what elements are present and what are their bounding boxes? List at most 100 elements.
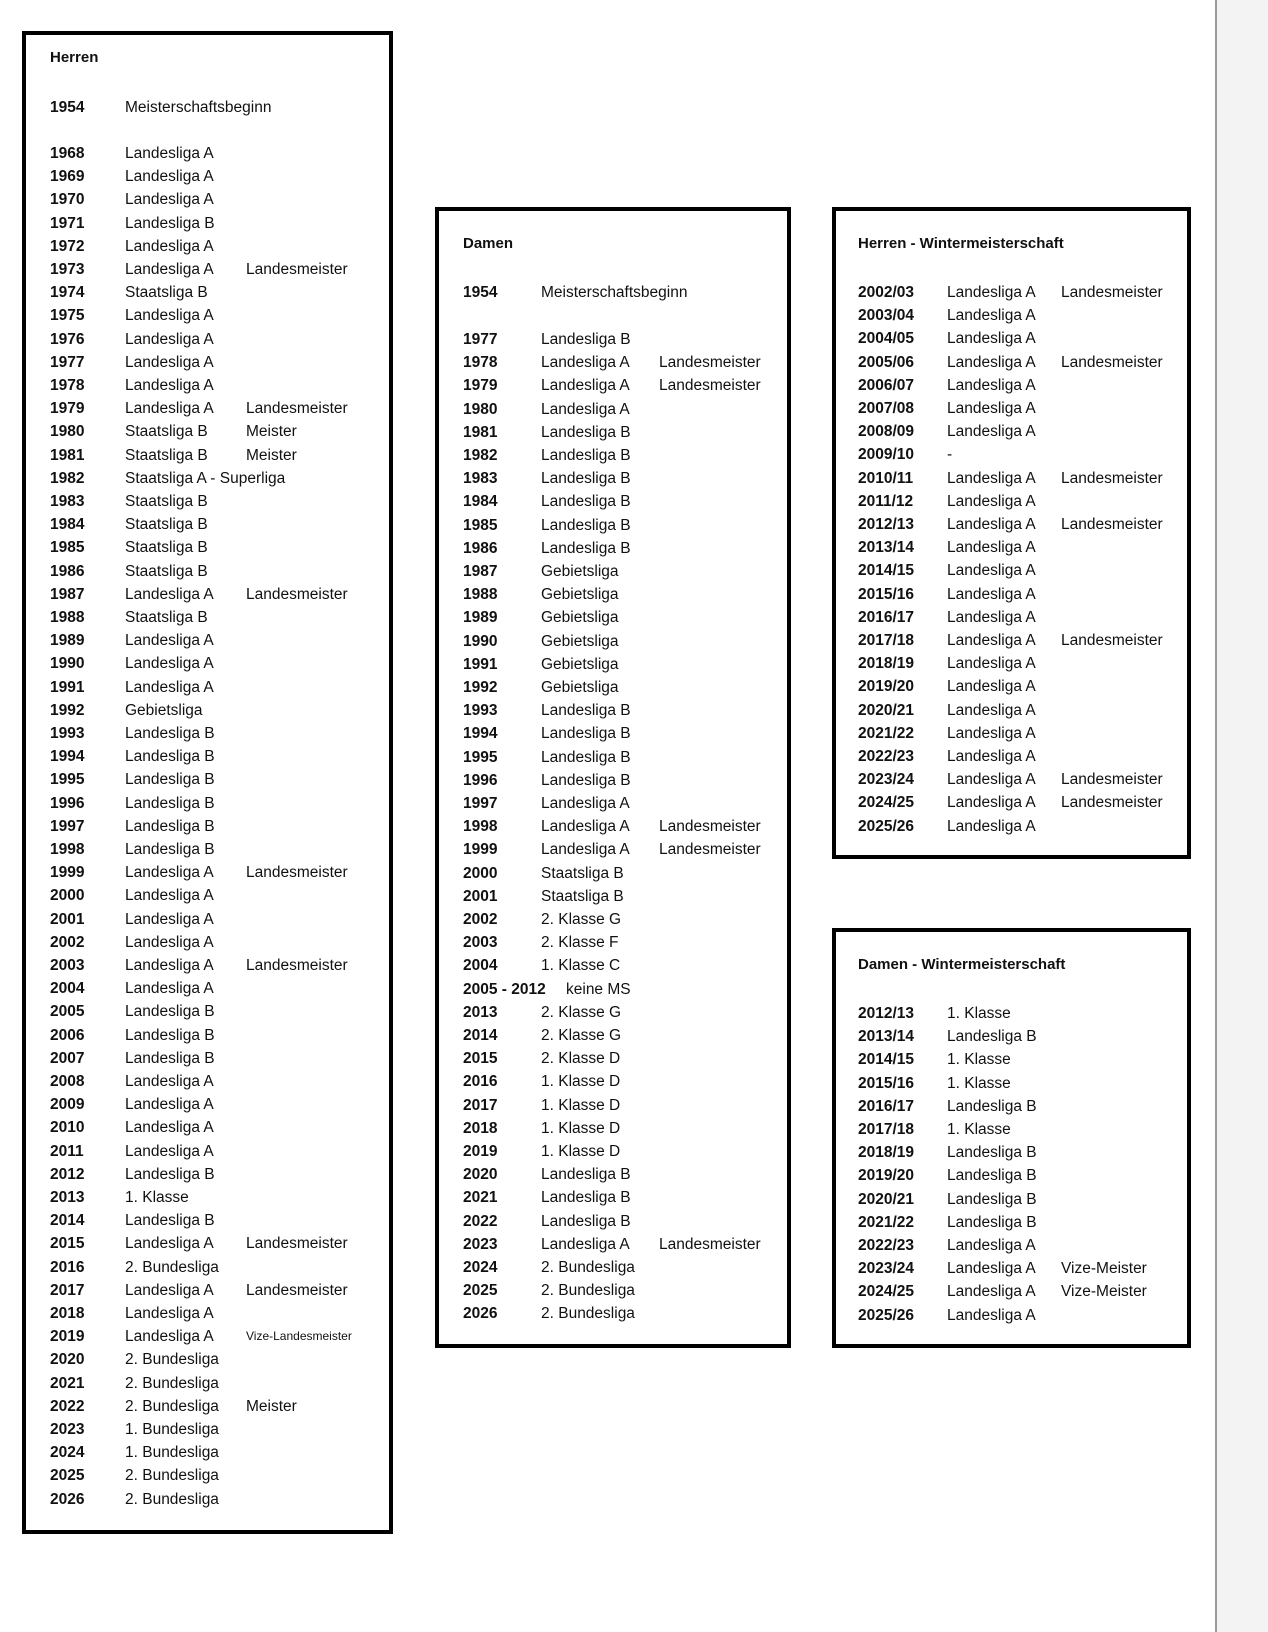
season-row: 2024 2. Bundesliga (439, 1256, 787, 1279)
season-row: 2021/22 Landesliga A (836, 722, 1187, 745)
season-row: 2004/05 Landesliga A (836, 327, 1187, 350)
year: 2005/06 (858, 353, 915, 371)
year: 2000 (50, 887, 85, 905)
league: 1. Klasse (947, 1051, 1011, 1069)
box-title: Damen - Wintermeisterschaft (858, 956, 1066, 973)
season-row: 2004 Landesliga A (26, 977, 389, 1000)
year: 1979 (463, 377, 498, 395)
season-row: 2017 1. Klasse D (439, 1094, 787, 1117)
league: Landesliga A (541, 400, 630, 418)
league: 2. Klasse G (541, 911, 622, 928)
achievement: Landesmeister (246, 1235, 348, 1253)
year: 1980 (463, 400, 498, 418)
season-row: 2022 Landesliga B (439, 1210, 787, 1233)
season-row: 2026 2. Bundesliga (26, 1488, 389, 1511)
league: Landesliga B (541, 470, 631, 488)
season-row: 2026 2. Bundesliga (439, 1302, 787, 1325)
year: 1985 (463, 516, 498, 534)
year: 2020 (463, 1166, 498, 1184)
season-row: 2005/06 Landesliga A Landesmeister (836, 351, 1187, 374)
year: 1972 (50, 237, 85, 255)
league: Landesliga A (947, 562, 1036, 580)
league: Landesliga A (947, 794, 1036, 812)
year: 1989 (463, 609, 498, 627)
league: Staatsliga B (541, 887, 624, 905)
league: Landesliga A (947, 608, 1036, 626)
achievement: Landesmeister (1061, 794, 1163, 812)
league: Landesliga B (125, 1165, 215, 1183)
achievement: Landesmeister (659, 377, 761, 395)
league: Landesliga B (947, 1190, 1037, 1208)
season-row: 1979 Landesliga A Landesmeister (439, 374, 787, 397)
season-row: 2006/07 Landesliga A (836, 374, 1187, 397)
league: Landesliga B (125, 1049, 215, 1067)
league: Landesliga B (541, 447, 631, 464)
year: 2013/14 (858, 539, 915, 557)
season-row: 1988 Gebietsliga (439, 583, 787, 606)
league: Landesliga B (125, 771, 215, 789)
year: 2005 (50, 1003, 85, 1021)
season-row: 1973 Landesliga A Landesmeister (26, 258, 389, 281)
year: 2016/17 (858, 608, 915, 626)
year: 1998 (50, 841, 85, 858)
league: 2. Bundesliga (125, 1397, 219, 1415)
league: 2. Bundesliga (125, 1351, 219, 1369)
season-row: 1986 Staatsliga B (26, 560, 389, 583)
year: 2009 (50, 1096, 85, 1114)
year: 1990 (50, 655, 85, 673)
league: Landesliga A (125, 632, 214, 650)
season-row: 1977 Landesliga B (439, 328, 787, 351)
year: 2001 (50, 910, 85, 928)
year: 2014/15 (858, 1051, 915, 1069)
league: Landesliga B (541, 516, 631, 534)
league: 2. Klasse D (541, 1050, 621, 1068)
year: 1987 (463, 563, 498, 580)
year: 1977 (50, 353, 85, 371)
season-row: 2013/14 Landesliga B (836, 1025, 1187, 1048)
year: 1993 (463, 702, 498, 720)
season-row: 2015 2. Klasse D (439, 1047, 787, 1070)
league: Landesliga A (125, 168, 214, 186)
page-margin (1215, 0, 1268, 1632)
league: Gebietsliga (541, 609, 619, 627)
achievement: Vize-Meister (1061, 1283, 1147, 1301)
league: Staatsliga B (125, 446, 208, 464)
year: 1986 (50, 562, 85, 580)
season-row: 2024/25 Landesliga A Vize-Meister (836, 1280, 1187, 1303)
achievement: Meister (246, 1397, 297, 1415)
league: Landesliga A (947, 492, 1036, 510)
season-row: 1981 Staatsliga B Meister (26, 444, 389, 467)
season-row: 2023 Landesliga A Landesmeister (439, 1233, 787, 1256)
season-row: 1986 Landesliga B (439, 537, 787, 560)
league: Landesliga A (125, 980, 214, 998)
year: 1998 (463, 818, 498, 836)
season-row: 2006 Landesliga B (26, 1024, 389, 1047)
year: 2013 (463, 1003, 498, 1021)
league: Landesliga A (947, 585, 1036, 603)
league: 2. Bundesliga (125, 1467, 219, 1485)
league: Staatsliga B (125, 562, 208, 580)
season-row: 1989 Landesliga A (26, 629, 389, 652)
year: 1983 (50, 493, 85, 510)
year: 1978 (50, 377, 85, 394)
season-row: 1995 Landesliga B (26, 768, 389, 791)
league: Landesliga A (125, 655, 214, 673)
season-row: 2014 2. Klasse G (439, 1024, 787, 1047)
league: 1. Klasse (125, 1189, 189, 1206)
year: 2005 - 2012 (463, 980, 546, 998)
year: 2014/15 (858, 562, 915, 580)
season-row: 2017 Landesliga A Landesmeister (26, 1279, 389, 1302)
season-row: 2019/20 Landesliga B (836, 1164, 1187, 1187)
season-row: 1970 Landesliga A (26, 188, 389, 211)
league: Staatsliga B (125, 609, 208, 626)
year: 2011 (50, 1142, 84, 1160)
league: Landesliga A (125, 377, 214, 394)
season-row: 2024 1. Bundesliga (26, 1441, 389, 1464)
season-row: 1988 Staatsliga B (26, 606, 389, 629)
league: Landesliga B (125, 817, 215, 835)
league: Landesliga B (541, 748, 631, 766)
season-row: 1994 Landesliga B (26, 745, 389, 768)
league: Landesliga A (947, 655, 1036, 673)
league: Staatsliga B (125, 539, 208, 557)
season-row: 2023/24 Landesliga A Vize-Meister (836, 1257, 1187, 1280)
